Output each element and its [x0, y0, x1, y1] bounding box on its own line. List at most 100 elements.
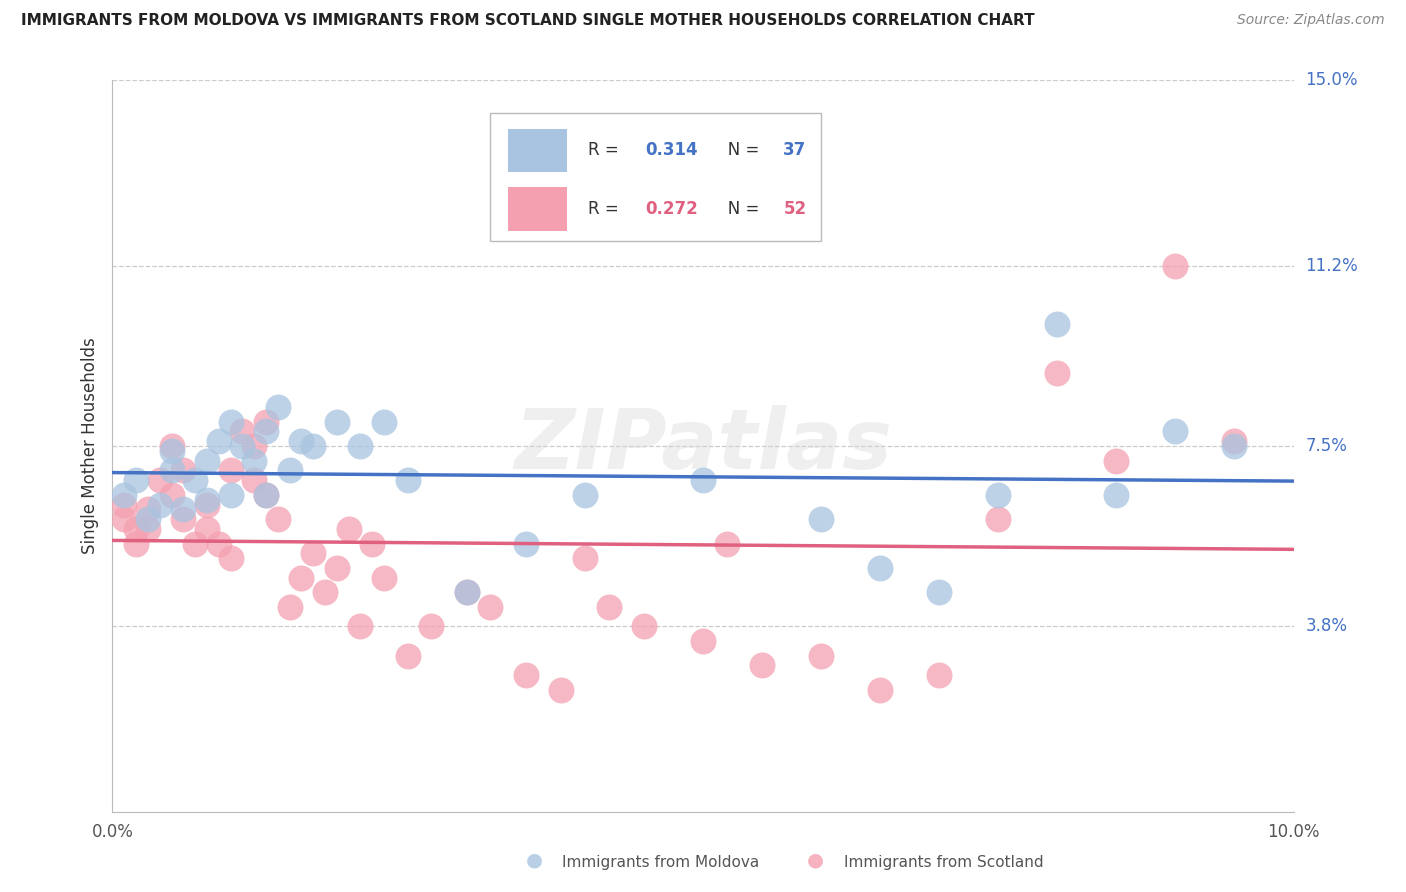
Point	[337, 522, 360, 536]
Point	[195, 492, 218, 507]
FancyBboxPatch shape	[508, 128, 567, 172]
Point	[349, 439, 371, 453]
Point	[1046, 366, 1069, 380]
Point	[361, 536, 384, 550]
Point	[184, 473, 207, 487]
Text: 37: 37	[783, 142, 807, 160]
Point	[149, 473, 172, 487]
Point	[574, 488, 596, 502]
FancyBboxPatch shape	[491, 113, 821, 241]
Point	[692, 634, 714, 648]
Point	[456, 585, 478, 599]
Point	[195, 498, 218, 512]
Text: Immigrants from Scotland: Immigrants from Scotland	[844, 855, 1043, 870]
Point	[1164, 425, 1187, 439]
Point	[633, 619, 655, 633]
Point	[125, 473, 148, 487]
Point	[987, 488, 1010, 502]
Point	[112, 488, 135, 502]
Point	[278, 599, 301, 614]
Text: 0.272: 0.272	[645, 201, 697, 219]
Point	[254, 415, 277, 429]
Text: R =: R =	[589, 142, 624, 160]
Point	[1105, 453, 1128, 467]
Point	[716, 536, 738, 550]
Point	[160, 488, 183, 502]
Point	[373, 415, 395, 429]
Point	[172, 502, 194, 516]
Point	[172, 463, 194, 477]
Point	[692, 473, 714, 487]
Point	[243, 473, 266, 487]
Point	[136, 502, 159, 516]
Point	[456, 585, 478, 599]
Point	[574, 551, 596, 566]
Point	[1223, 434, 1246, 449]
Point	[810, 648, 832, 663]
Point	[278, 463, 301, 477]
Point	[420, 619, 443, 633]
Point	[987, 512, 1010, 526]
Point	[373, 571, 395, 585]
Text: Immigrants from Moldova: Immigrants from Moldova	[562, 855, 759, 870]
Point	[243, 453, 266, 467]
Point	[219, 488, 242, 502]
Point	[208, 536, 231, 550]
Point	[326, 415, 349, 429]
Point	[231, 425, 253, 439]
Text: 15.0%: 15.0%	[1305, 71, 1358, 89]
Point	[751, 658, 773, 673]
Point	[1105, 488, 1128, 502]
Point	[302, 546, 325, 560]
Point	[479, 599, 502, 614]
Point	[396, 473, 419, 487]
Point	[231, 439, 253, 453]
Text: 7.5%: 7.5%	[1305, 437, 1347, 455]
Y-axis label: Single Mother Households: Single Mother Households	[80, 338, 98, 554]
Point	[290, 571, 312, 585]
Point	[1164, 259, 1187, 273]
Text: R =: R =	[589, 201, 624, 219]
Point	[219, 463, 242, 477]
FancyBboxPatch shape	[508, 187, 567, 231]
Text: Source: ZipAtlas.com: Source: ZipAtlas.com	[1237, 13, 1385, 28]
Point	[112, 498, 135, 512]
Point	[160, 439, 183, 453]
Point	[349, 619, 371, 633]
Point	[1046, 317, 1069, 331]
Point	[267, 400, 290, 414]
Point	[290, 434, 312, 449]
Point	[869, 682, 891, 697]
Point	[112, 512, 135, 526]
Point	[208, 434, 231, 449]
Text: ●: ●	[807, 851, 824, 870]
Point	[550, 682, 572, 697]
Point	[219, 415, 242, 429]
Point	[125, 522, 148, 536]
Point	[125, 536, 148, 550]
Point	[184, 536, 207, 550]
Point	[243, 439, 266, 453]
Point	[598, 599, 620, 614]
Point	[195, 522, 218, 536]
Text: N =: N =	[713, 201, 765, 219]
Point	[515, 668, 537, 682]
Point	[869, 561, 891, 575]
Point	[254, 425, 277, 439]
Point	[160, 443, 183, 458]
Text: IMMIGRANTS FROM MOLDOVA VS IMMIGRANTS FROM SCOTLAND SINGLE MOTHER HOUSEHOLDS COR: IMMIGRANTS FROM MOLDOVA VS IMMIGRANTS FR…	[21, 13, 1035, 29]
Point	[267, 512, 290, 526]
Point	[254, 488, 277, 502]
Point	[172, 512, 194, 526]
Point	[136, 522, 159, 536]
Text: ZIPatlas: ZIPatlas	[515, 406, 891, 486]
Text: 11.2%: 11.2%	[1305, 257, 1358, 275]
Point	[302, 439, 325, 453]
Point	[149, 498, 172, 512]
Point	[928, 668, 950, 682]
Point	[928, 585, 950, 599]
Point	[195, 453, 218, 467]
Text: 3.8%: 3.8%	[1305, 617, 1347, 635]
Point	[219, 551, 242, 566]
Text: ●: ●	[526, 851, 543, 870]
